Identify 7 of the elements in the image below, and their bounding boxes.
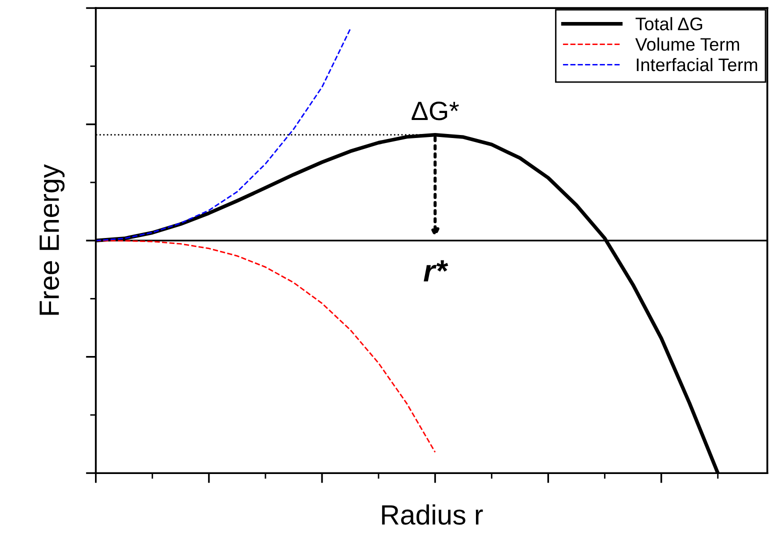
legend-label: Volume Term bbox=[635, 38, 740, 51]
legend-label: Interfacial Term bbox=[636, 58, 758, 72]
y-axis-title: Free Energy bbox=[40, 164, 65, 315]
x-axis-title: Radius r bbox=[382, 504, 483, 525]
annotation: ΔG* bbox=[412, 102, 459, 120]
legend-label: Total ΔG bbox=[636, 17, 702, 30]
annotation: r* bbox=[424, 260, 448, 282]
